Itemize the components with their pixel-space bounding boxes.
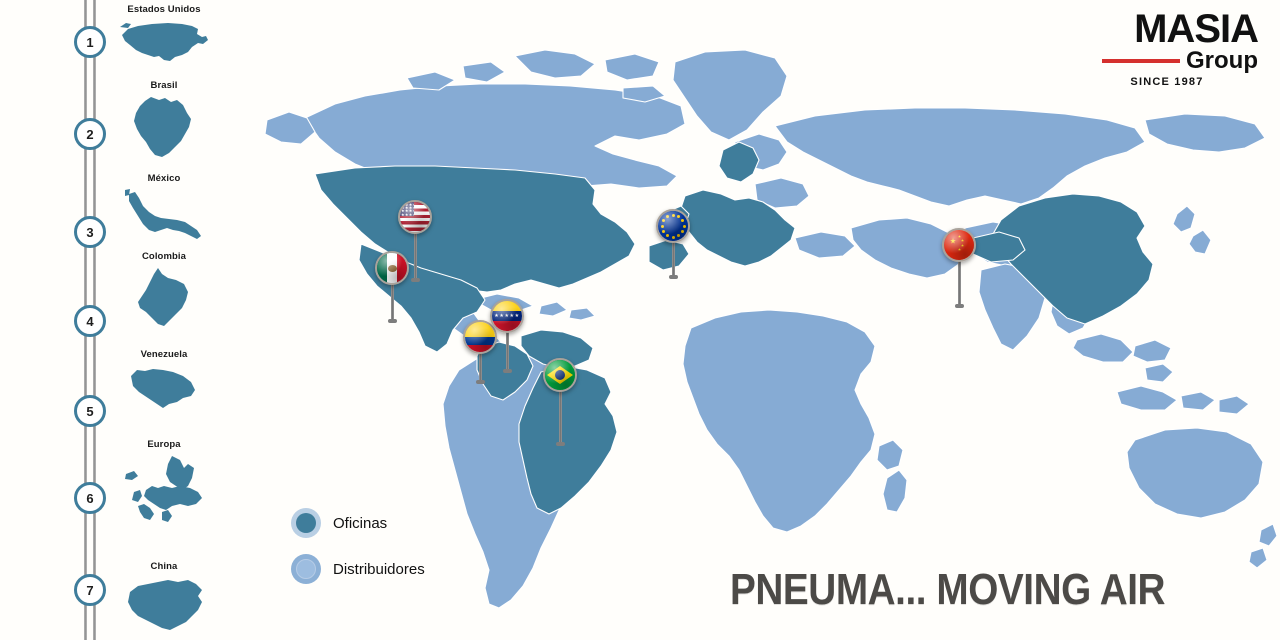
country-block-europa[interactable]: Europa (108, 439, 220, 524)
timeline-node-number: 3 (86, 224, 94, 240)
world-map: ★★★★★★★★★★★★★★★★★★ ★★★★★ (215, 0, 1280, 640)
flag-icon-ve: ★★★★★ (490, 299, 524, 333)
country-block-china[interactable]: China (108, 561, 220, 636)
venezuela-shape-icon (131, 369, 195, 409)
map-pin-europa[interactable] (656, 209, 690, 279)
united-states-shape-icon (120, 23, 208, 62)
timeline-node-2[interactable]: 2 (74, 118, 106, 150)
legend-label-distribuidores: Distribuidores (333, 560, 425, 578)
country-block-estados-unidos[interactable]: Estados Unidos (108, 4, 220, 67)
country-label-brasil: Brasil (150, 80, 178, 91)
map-legend: Oficinas Distribuidores (291, 508, 425, 600)
timeline-node-number: 2 (86, 126, 94, 142)
legend-swatch-office-icon (291, 508, 321, 538)
timeline-node-5[interactable]: 5 (74, 395, 106, 427)
legend-item-oficinas[interactable]: Oficinas (291, 508, 425, 538)
country-block-colombia[interactable]: Colombia (108, 251, 220, 334)
timeline-node-6[interactable]: 6 (74, 482, 106, 514)
country-label-venezuela: Venezuela (140, 349, 188, 360)
country-timeline-sidebar: 1 Estados Unidos 2 Brasil 3 México 4 Col… (0, 0, 220, 640)
timeline-node-number: 1 (86, 34, 94, 50)
country-block-mexico[interactable]: México (108, 173, 220, 246)
country-label-europa: Europa (147, 439, 181, 450)
timeline-node-7[interactable]: 7 (74, 574, 106, 606)
legend-item-distribuidores[interactable]: Distribuidores (291, 554, 425, 584)
timeline-node-number: 6 (86, 490, 94, 506)
china-shape-icon (128, 580, 202, 631)
logo-brand-name: MASIA (1134, 7, 1259, 51)
logo-since-text: SINCE 1987 (1130, 76, 1204, 88)
mexico-shape-icon (125, 189, 201, 240)
flag-icon-co (463, 320, 497, 354)
logo-sub-row: Group (1102, 49, 1258, 73)
timeline-node-4[interactable]: 4 (74, 305, 106, 337)
timeline-node-number: 4 (86, 313, 94, 329)
country-label-estados-unidos: Estados Unidos (127, 4, 201, 15)
timeline-node-3[interactable]: 3 (74, 216, 106, 248)
flag-icon-mx (375, 251, 409, 285)
map-region-office (314, 141, 1154, 515)
logo-brand-sub: Group (1186, 47, 1258, 74)
legend-label-oficinas: Oficinas (333, 514, 388, 532)
country-block-venezuela[interactable]: Venezuela (108, 349, 220, 422)
map-pin-china[interactable] (942, 228, 976, 308)
logo-red-bar-icon (1102, 59, 1180, 63)
timeline-node-number: 5 (86, 403, 94, 419)
flag-icon-us: ★★★★★★★★★★★★★★★★★★ (398, 200, 432, 234)
europe-shape-icon (125, 456, 202, 523)
legend-swatch-distributor-icon (291, 554, 321, 584)
brazil-shape-icon (134, 97, 191, 158)
tagline-text: PNEUMA... MOVING AIR (730, 565, 1166, 614)
country-label-china: China (150, 561, 178, 572)
masia-group-logo: MASIA Group SINCE 1987 (1102, 7, 1259, 88)
country-label-mexico: México (147, 173, 181, 184)
country-label-colombia: Colombia (141, 251, 187, 262)
timeline-node-number: 7 (86, 582, 94, 598)
colombia-shape-icon (138, 268, 188, 327)
map-pin-colombia[interactable] (463, 320, 497, 384)
map-pin-mexico[interactable] (375, 251, 409, 323)
map-pin-brasil[interactable] (543, 358, 577, 446)
country-block-brasil[interactable]: Brasil (108, 80, 220, 163)
flag-icon-br (543, 358, 577, 392)
map-pin-estados-unidos[interactable]: ★★★★★★★★★★★★★★★★★★ (398, 200, 432, 282)
timeline-node-1[interactable]: 1 (74, 26, 106, 58)
flag-icon-cn (942, 228, 976, 262)
flag-icon-eu (656, 209, 690, 243)
map-pin-venezuela[interactable]: ★★★★★ (490, 299, 524, 373)
world-map-svg (264, 49, 1278, 609)
